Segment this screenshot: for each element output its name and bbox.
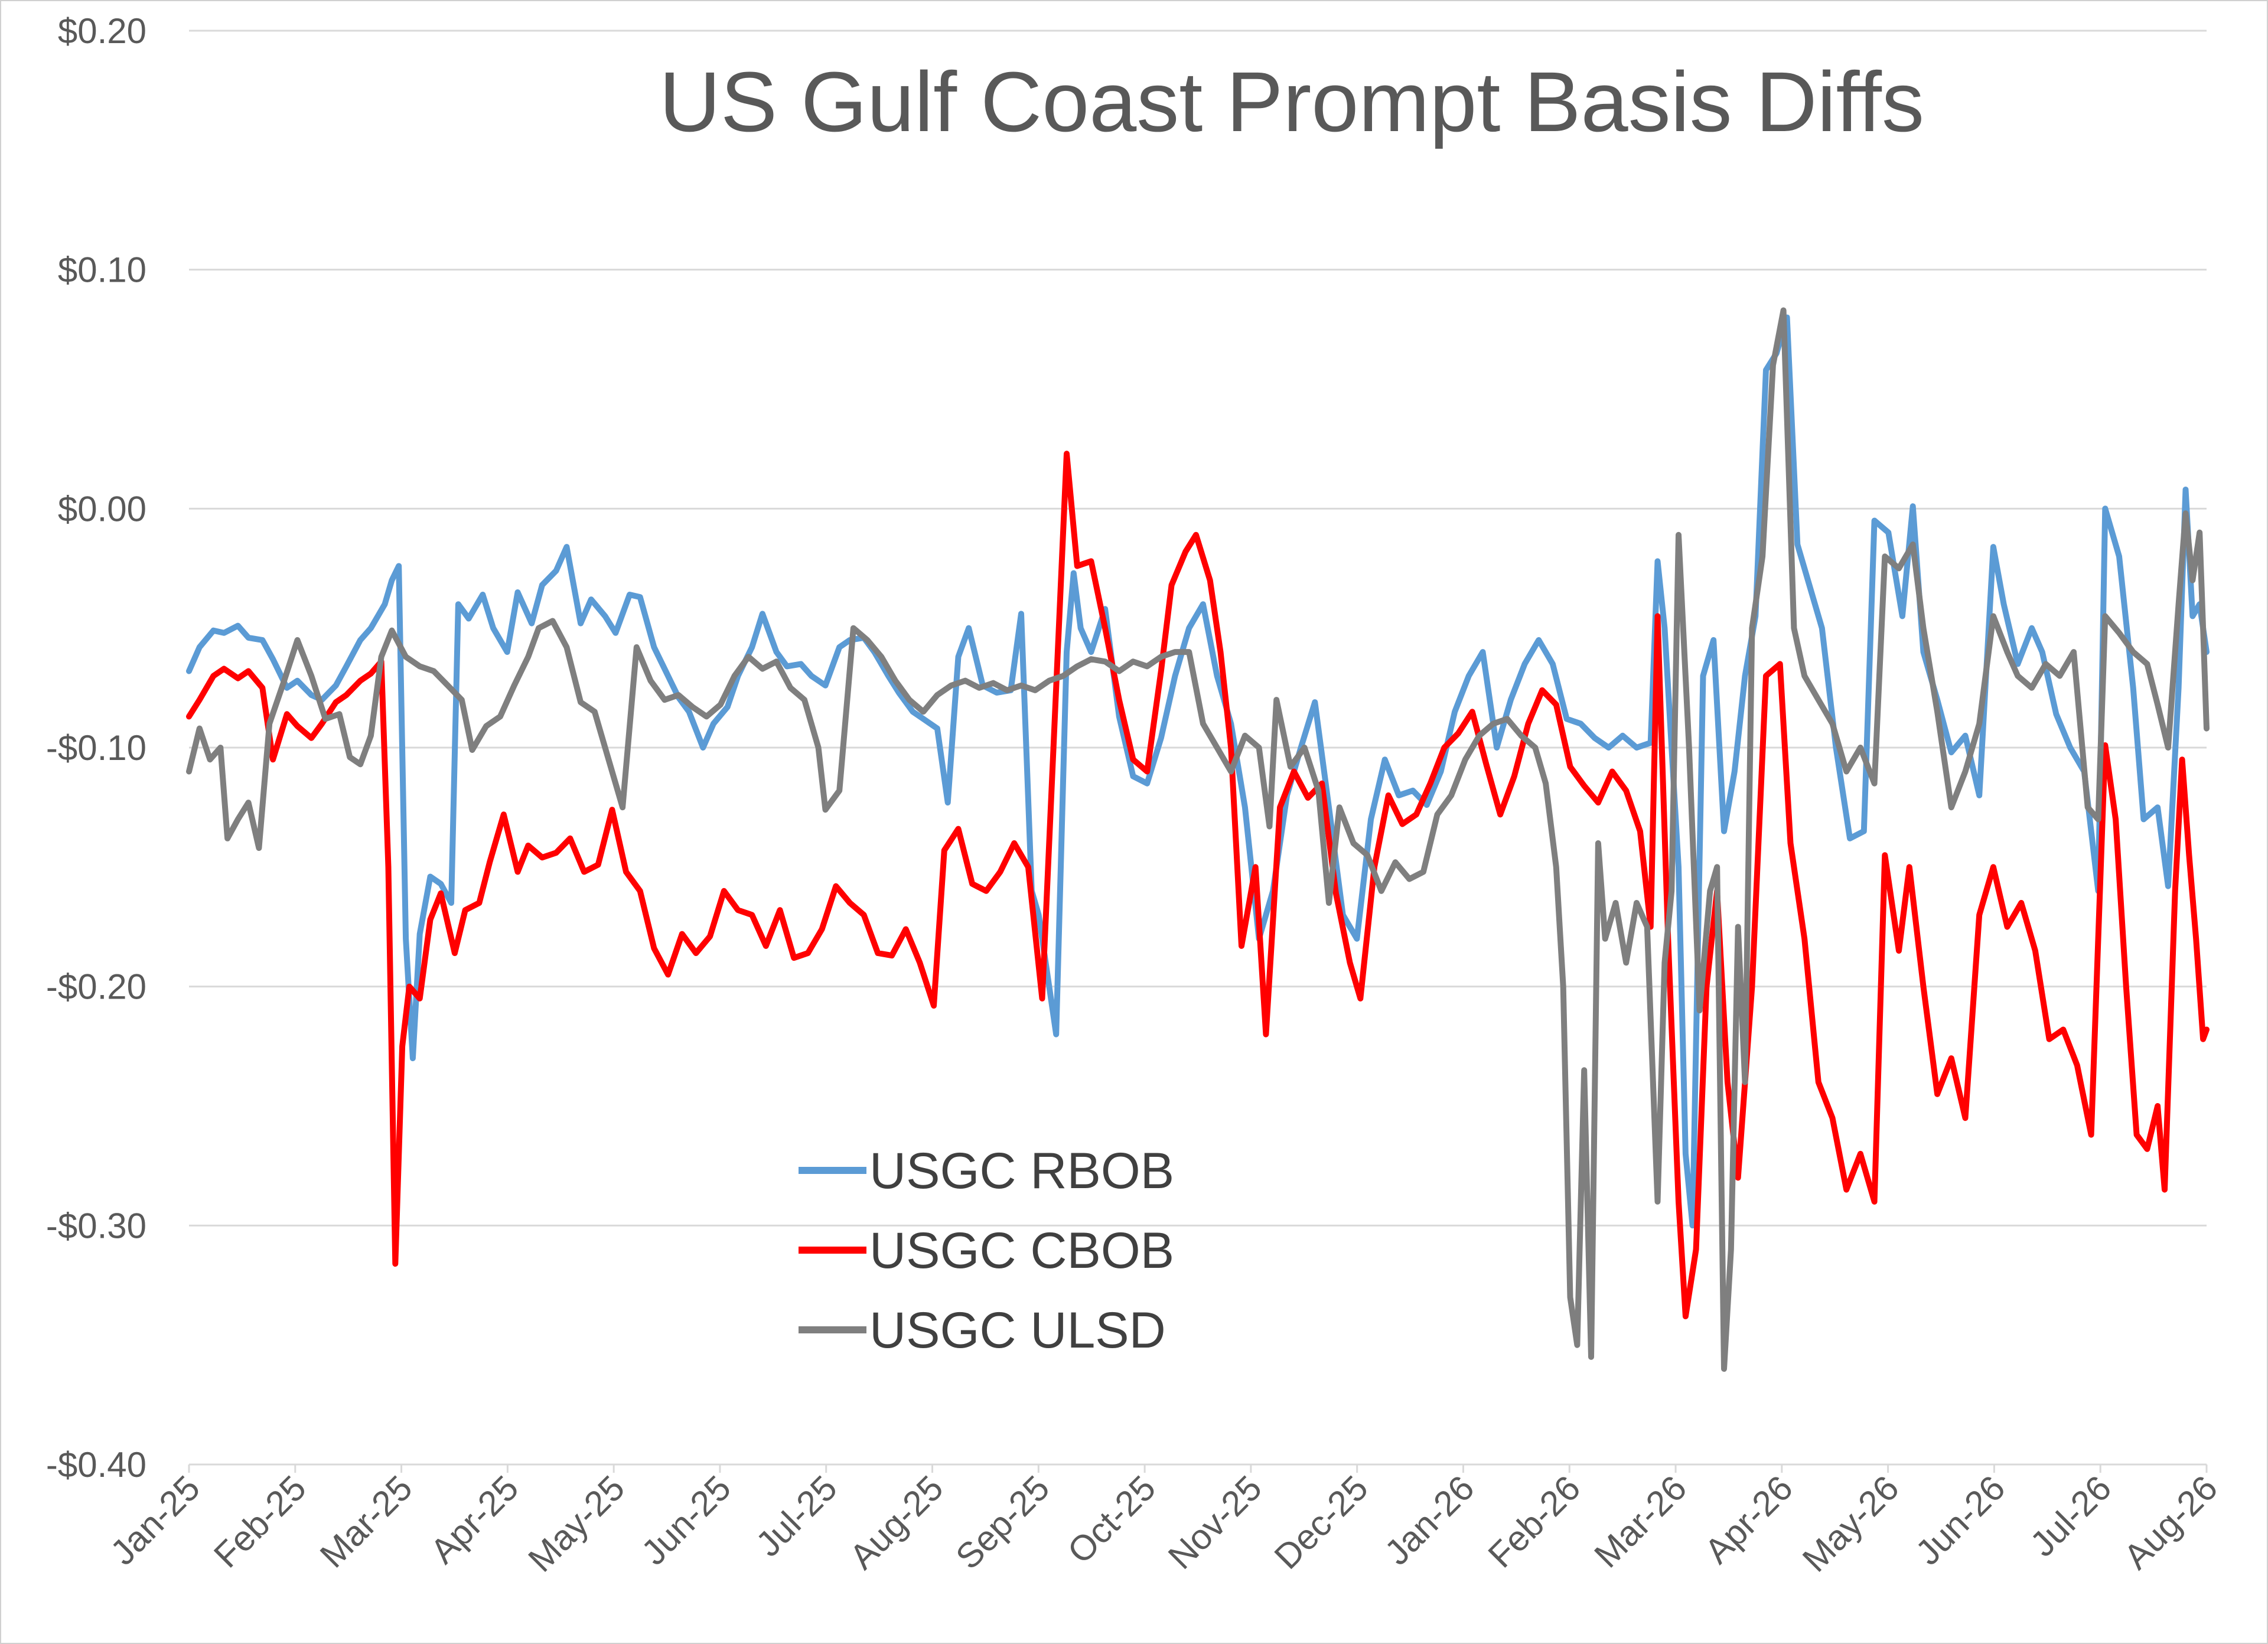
y-axis-tick-labels: $0.20 $0.10 $0.00 -$0.10 -$0.20 -$0.30 -$0.40 bbox=[46, 11, 146, 1485]
x-tick-label: Apr-26 bbox=[1697, 1468, 1800, 1571]
legend-label: USGC ULSD bbox=[869, 1302, 1166, 1359]
legend-label: USGC RBOB bbox=[869, 1143, 1174, 1199]
y-tick-label: $0.00 bbox=[58, 489, 146, 529]
series-line-3 bbox=[186, 307, 2210, 1372]
gridlines bbox=[189, 30, 2207, 1227]
series-line-2 bbox=[186, 451, 2210, 1320]
x-tick-label: Aug-25 bbox=[842, 1468, 951, 1577]
x-tick-label: Dec-25 bbox=[1267, 1468, 1376, 1577]
x-tick-label: Mar-26 bbox=[1586, 1468, 1694, 1576]
x-tick-label: Jan-26 bbox=[1377, 1468, 1482, 1573]
chart-title: US Gulf Coast Prompt Basis Diffs bbox=[659, 54, 1924, 149]
legend-label: USGC CBOB bbox=[869, 1222, 1174, 1279]
y-tick-label: -$0.30 bbox=[46, 1206, 146, 1245]
x-tick-label: Apr-25 bbox=[423, 1468, 526, 1571]
x-tick-label: May-25 bbox=[520, 1468, 632, 1580]
x-tick-label: Sep-25 bbox=[948, 1468, 1057, 1577]
x-tick-label: Jul-25 bbox=[748, 1468, 845, 1564]
x-tick-label: Jul-26 bbox=[2022, 1468, 2119, 1564]
x-tick-label: May-26 bbox=[1795, 1468, 1907, 1580]
x-tick-label: Oct-25 bbox=[1060, 1468, 1164, 1571]
series-line-1 bbox=[186, 314, 2210, 1229]
legend: USGC RBOB USGC CBOB USGC ULSD bbox=[799, 1143, 1174, 1359]
x-tick-label: Aug-26 bbox=[2116, 1468, 2225, 1577]
series-lines bbox=[186, 307, 2210, 1372]
y-tick-label: $0.10 bbox=[58, 250, 146, 290]
x-tick-label: Mar-25 bbox=[312, 1468, 420, 1576]
x-tick-label: Jun-25 bbox=[634, 1468, 738, 1573]
x-tick-label: Nov-25 bbox=[1161, 1468, 1269, 1577]
x-tick-label: Feb-26 bbox=[1481, 1468, 1588, 1576]
y-tick-label: -$0.10 bbox=[46, 728, 146, 768]
y-tick-label: $0.20 bbox=[58, 11, 146, 51]
x-tick-label: Jun-26 bbox=[1908, 1468, 2013, 1573]
y-tick-label: -$0.20 bbox=[46, 967, 146, 1007]
x-tick-label: Feb-25 bbox=[206, 1468, 314, 1576]
y-tick-label: -$0.40 bbox=[46, 1445, 146, 1485]
